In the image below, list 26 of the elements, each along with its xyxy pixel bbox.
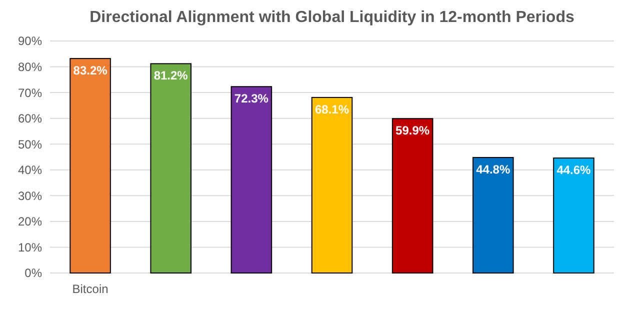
bar [311,96,353,274]
data-label: 72.3% [234,92,269,106]
y-tick-label: 0% [24,266,42,280]
y-tick-label: 10% [18,240,42,254]
y-tick-label: 90% [18,34,42,48]
x-tick-label: Bitcoin [72,282,108,296]
data-label: 44.8% [476,162,510,177]
chart-title: Directional Alignment with Global Liquidity in 12-month Periods [90,9,574,26]
bar [150,63,192,274]
data-label: 59.9% [396,124,430,138]
bar [70,58,111,274]
y-tick-label: 30% [18,188,42,203]
y-tick-label: 40% [18,163,42,178]
bar [392,118,434,274]
data-label: 44.6% [556,163,592,178]
y-tick-label: 80% [18,60,42,74]
y-tick-label: 70% [18,86,42,100]
y-tick-label: 20% [18,214,42,229]
bar [553,158,594,274]
bar [472,157,514,274]
bar [230,86,272,274]
data-label: 83.2% [73,64,108,78]
y-tick-label: 60% [18,112,42,126]
data-label: 81.2% [154,68,188,83]
data-label: 68.1% [314,102,350,116]
y-tick-label: 50% [18,137,42,152]
